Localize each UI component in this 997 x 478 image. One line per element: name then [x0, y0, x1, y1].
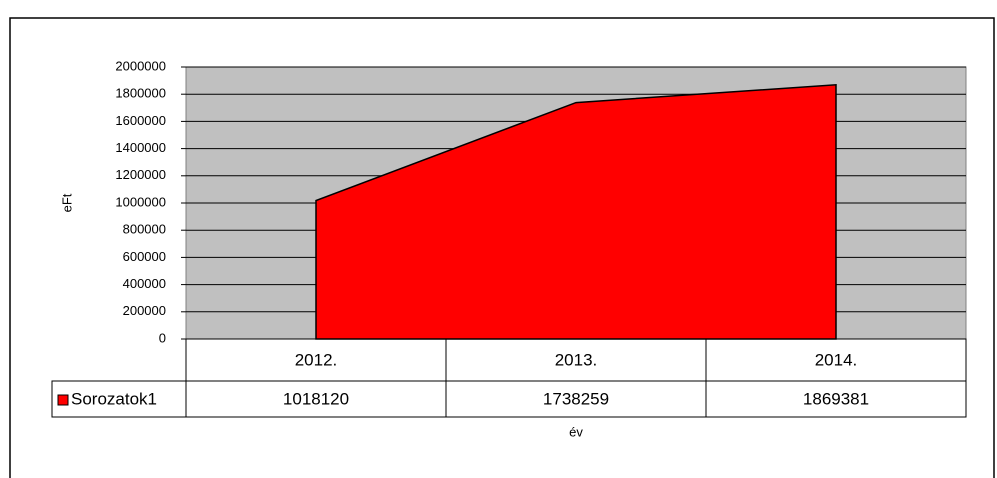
legend-label: Sorozatok1: [71, 389, 157, 408]
y-tick-label: 1400000: [115, 140, 166, 155]
x-tick-label: 2012.: [295, 350, 338, 369]
legend-key: [57, 394, 69, 406]
table-value: 1018120: [283, 389, 349, 408]
y-tick-label: 1000000: [115, 194, 166, 209]
y-tick-label: 600000: [123, 249, 166, 264]
y-tick-label: 1600000: [115, 113, 166, 128]
table-border: [185, 338, 967, 418]
y-tick-label: 0: [159, 330, 166, 345]
y-tick-label: 800000: [123, 222, 166, 237]
y-tick-label: 400000: [123, 276, 166, 291]
y-tick-label: 200000: [123, 303, 166, 318]
x-tick-label: 2013.: [555, 350, 598, 369]
x-tick-label: 2014.: [815, 350, 858, 369]
y-tick-label: 1200000: [115, 167, 166, 182]
table-value: 1738259: [543, 389, 609, 408]
x-axis-label: év: [569, 424, 583, 439]
table-value: 1869381: [803, 389, 869, 408]
y-axis-label: eFt: [59, 193, 74, 212]
y-tick-label: 1800000: [115, 86, 166, 101]
table-border: [51, 380, 187, 418]
y-tick-label: 2000000: [115, 58, 166, 73]
